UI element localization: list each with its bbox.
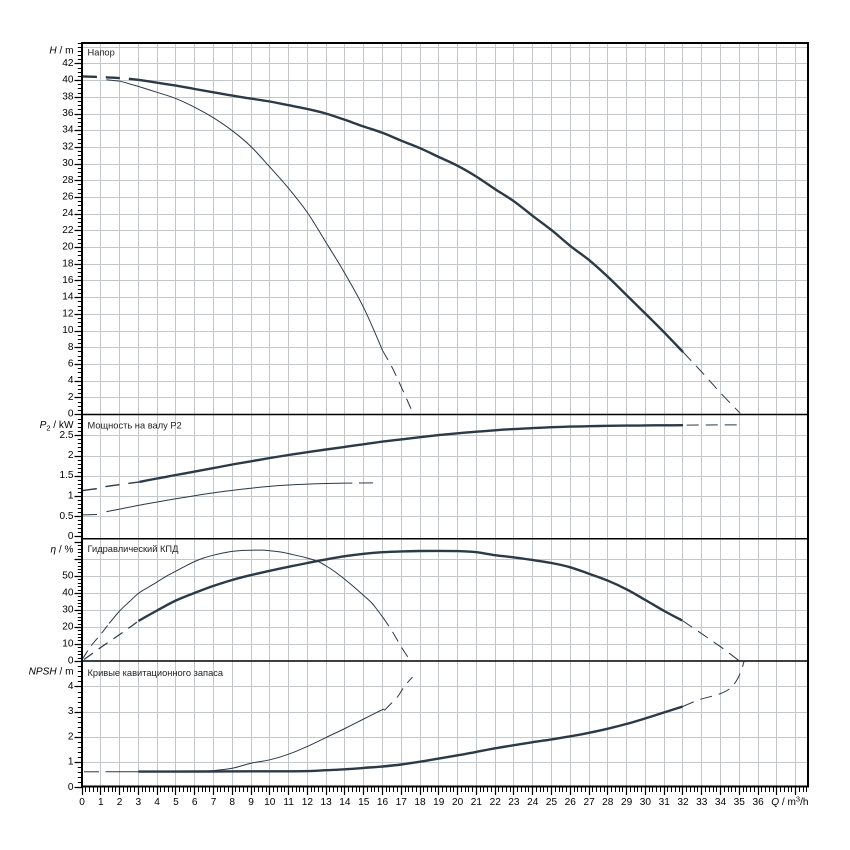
svg-text:33: 33: [696, 797, 708, 808]
svg-text:20: 20: [62, 621, 74, 632]
svg-text:20: 20: [452, 797, 464, 808]
svg-text:32: 32: [677, 797, 689, 808]
svg-text:40: 40: [62, 75, 74, 86]
svg-text:8: 8: [229, 797, 235, 808]
svg-text:15: 15: [358, 797, 370, 808]
svg-text:25: 25: [546, 797, 558, 808]
svg-text:0: 0: [68, 409, 74, 420]
svg-text:38: 38: [62, 91, 74, 102]
svg-text:6: 6: [192, 797, 198, 808]
svg-text:Мощность на валу P2: Мощность на валу P2: [88, 421, 182, 431]
svg-text:34: 34: [715, 797, 727, 808]
svg-text:4: 4: [68, 681, 74, 692]
svg-text:2: 2: [117, 797, 123, 808]
svg-text:50: 50: [62, 570, 74, 581]
svg-text:0.5: 0.5: [59, 511, 73, 522]
svg-text:0: 0: [79, 797, 85, 808]
svg-text:1: 1: [68, 757, 74, 768]
svg-text:Кривые кавитационного запаса: Кривые кавитационного запаса: [88, 668, 224, 678]
svg-text:18: 18: [414, 797, 426, 808]
svg-text:3: 3: [135, 797, 141, 808]
svg-text:Q / m3/h: Q / m3/h: [771, 795, 808, 808]
svg-text:2: 2: [68, 731, 74, 742]
svg-text:H / m: H / m: [49, 46, 73, 57]
svg-text:36: 36: [752, 797, 764, 808]
svg-text:1: 1: [98, 797, 104, 808]
svg-text:13: 13: [320, 797, 332, 808]
svg-text:30: 30: [62, 604, 74, 615]
svg-text:4: 4: [68, 375, 74, 386]
svg-text:16: 16: [377, 797, 389, 808]
svg-text:31: 31: [659, 797, 671, 808]
svg-text:26: 26: [62, 192, 74, 203]
svg-text:6: 6: [68, 359, 74, 370]
svg-text:23: 23: [508, 797, 520, 808]
svg-text:η / %: η / %: [51, 545, 74, 556]
svg-text:17: 17: [396, 797, 408, 808]
svg-text:28: 28: [62, 175, 74, 186]
svg-text:2.5: 2.5: [59, 430, 73, 441]
svg-text:24: 24: [527, 797, 539, 808]
svg-text:30: 30: [640, 797, 652, 808]
svg-text:0: 0: [68, 782, 74, 793]
svg-text:0: 0: [68, 655, 74, 666]
svg-text:1.5: 1.5: [59, 470, 73, 481]
svg-text:29: 29: [621, 797, 633, 808]
svg-text:42: 42: [62, 58, 74, 69]
svg-text:0: 0: [68, 531, 74, 542]
svg-text:40: 40: [62, 587, 74, 598]
svg-text:10: 10: [264, 797, 276, 808]
svg-text:10: 10: [62, 325, 74, 336]
svg-text:21: 21: [471, 797, 483, 808]
svg-text:26: 26: [565, 797, 577, 808]
svg-text:7: 7: [211, 797, 217, 808]
svg-text:30: 30: [62, 158, 74, 169]
svg-text:18: 18: [62, 258, 74, 269]
svg-text:22: 22: [62, 225, 74, 236]
svg-text:28: 28: [602, 797, 614, 808]
svg-text:9: 9: [248, 797, 254, 808]
svg-text:Напор: Напор: [88, 48, 115, 58]
svg-text:20: 20: [62, 242, 74, 253]
svg-text:8: 8: [68, 342, 74, 353]
svg-text:16: 16: [62, 275, 74, 286]
svg-text:32: 32: [62, 141, 74, 152]
svg-text:3: 3: [68, 706, 74, 717]
svg-text:19: 19: [433, 797, 445, 808]
svg-text:12: 12: [302, 797, 314, 808]
svg-text:35: 35: [734, 797, 746, 808]
svg-text:4: 4: [154, 797, 160, 808]
svg-text:1: 1: [68, 491, 74, 502]
svg-text:2: 2: [68, 450, 74, 461]
svg-text:2: 2: [68, 392, 74, 403]
svg-text:34: 34: [62, 125, 74, 136]
svg-text:10: 10: [62, 638, 74, 649]
svg-text:11: 11: [283, 797, 294, 808]
svg-text:P2 / kW: P2 / kW: [40, 420, 74, 432]
svg-text:14: 14: [62, 292, 74, 303]
svg-text:5: 5: [173, 797, 179, 808]
svg-text:27: 27: [583, 797, 595, 808]
svg-text:12: 12: [62, 308, 74, 319]
svg-text:14: 14: [339, 797, 351, 808]
svg-text:22: 22: [490, 797, 502, 808]
svg-text:NPSH / m: NPSH / m: [29, 667, 74, 678]
svg-text:Гидравлический КПД: Гидравлический КПД: [88, 544, 180, 554]
svg-text:24: 24: [62, 208, 74, 219]
svg-text:36: 36: [62, 108, 74, 119]
